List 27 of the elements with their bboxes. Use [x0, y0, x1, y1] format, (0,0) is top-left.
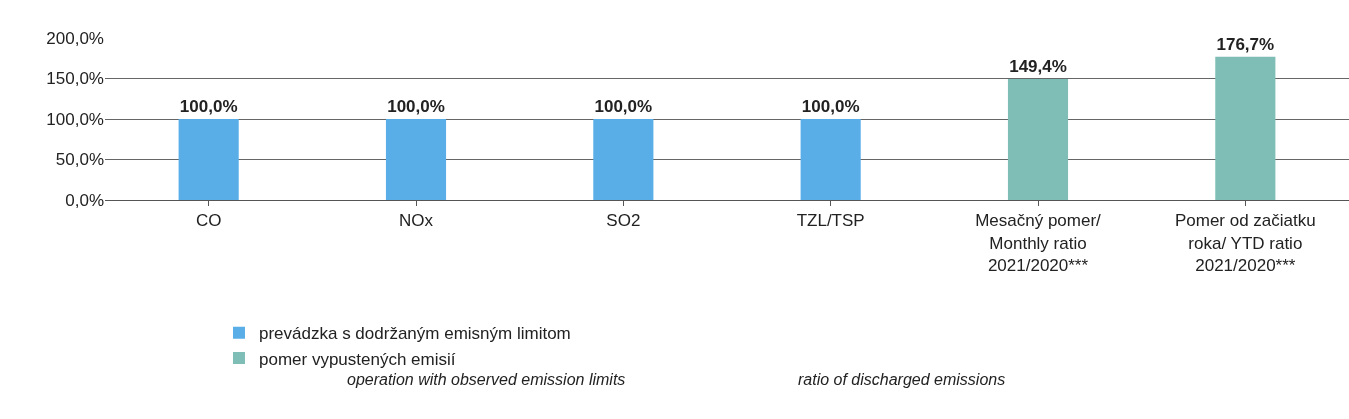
bar — [1007, 78, 1069, 200]
y-tick-label: 200,0% — [46, 28, 104, 48]
x-tick-label: Mesačný pomer/ Monthly ratio 2021/2020*** — [975, 211, 1102, 275]
y-tick-label: 0,0% — [65, 190, 104, 210]
legend-label: pomer vypustených emisií — [258, 349, 456, 369]
x-tick-label: TZL/TSP — [796, 211, 865, 231]
y-tick-label: 150,0% — [46, 69, 104, 89]
data-label: 100,0% — [594, 97, 653, 116]
data-label: 100,0% — [801, 97, 860, 116]
text: ratio of discharged emissions — [798, 371, 1006, 388]
legend-label: prevádzka s dodržaným emisným limitom — [258, 324, 571, 344]
bar — [593, 119, 654, 200]
x-tick-label: Pomer od začiatku roka/ YTD ratio 2021/2020*** — [1174, 211, 1316, 275]
bar — [1215, 56, 1276, 200]
x-tick-label: SO2 — [606, 211, 641, 231]
x-tick-label: NOx — [399, 211, 434, 231]
y-tick-label: 50,0% — [55, 150, 104, 170]
bar — [178, 119, 239, 200]
y-tick-label: 100,0% — [46, 109, 104, 129]
text: operation with observed emission limits — [347, 371, 626, 388]
bar — [385, 119, 447, 200]
data-label: 100,0% — [179, 97, 238, 116]
x-tick-label: CO — [195, 211, 222, 231]
data-label: 100,0% — [387, 97, 445, 116]
data-label: 149,4% — [1009, 56, 1067, 76]
bar — [800, 119, 861, 200]
data-label: 176,7% — [1216, 34, 1275, 54]
